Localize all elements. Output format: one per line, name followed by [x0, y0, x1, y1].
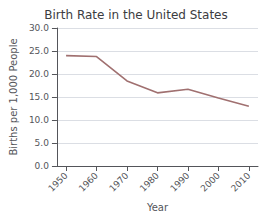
- svg-text:Births per 1,000 People: Births per 1,000 People: [8, 38, 19, 155]
- svg-text:10.0: 10.0: [29, 115, 49, 125]
- svg-text:1980: 1980: [138, 170, 161, 193]
- svg-text:2010: 2010: [229, 170, 252, 193]
- svg-text:25.0: 25.0: [29, 46, 49, 56]
- svg-text:Birth Rate in the United State: Birth Rate in the United States: [44, 8, 227, 22]
- svg-text:15.0: 15.0: [29, 92, 49, 102]
- svg-text:1950: 1950: [46, 170, 69, 193]
- svg-text:1990: 1990: [168, 170, 191, 193]
- svg-text:2000: 2000: [199, 170, 222, 193]
- svg-text:1970: 1970: [107, 170, 130, 193]
- svg-text:1960: 1960: [77, 170, 100, 193]
- svg-text:30.0: 30.0: [29, 23, 49, 33]
- svg-text:5.0: 5.0: [35, 138, 50, 148]
- svg-text:Year: Year: [146, 202, 169, 213]
- svg-text:0.0: 0.0: [35, 161, 50, 171]
- svg-text:20.0: 20.0: [29, 69, 49, 79]
